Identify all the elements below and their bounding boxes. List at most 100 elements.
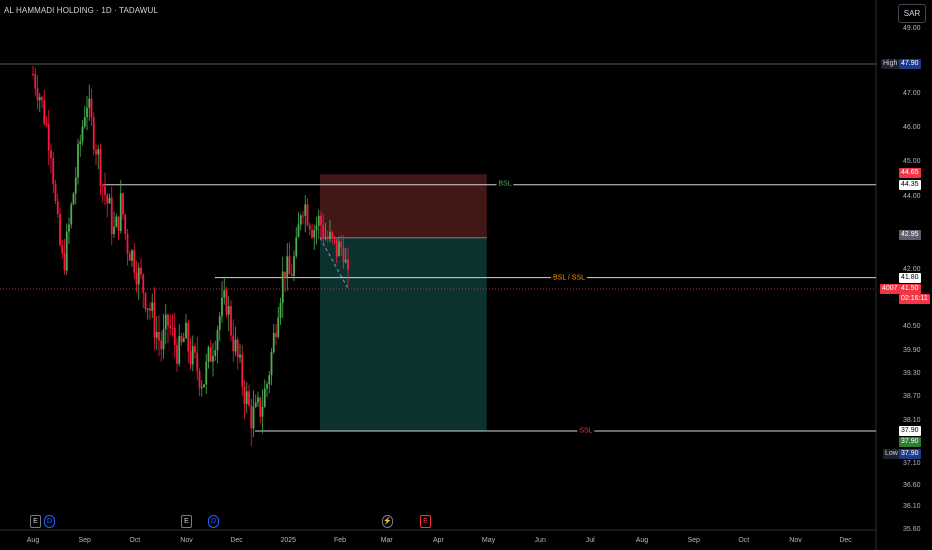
- time-tick: Jul: [585, 537, 595, 544]
- candle: [142, 274, 145, 294]
- candle: [189, 351, 192, 365]
- candle: [288, 256, 291, 275]
- candle: [218, 316, 221, 331]
- time-tick: May: [481, 537, 496, 544]
- candle: [191, 346, 194, 365]
- candle: [81, 126, 84, 142]
- candle: [333, 236, 336, 239]
- price-tick: 35.60: [903, 526, 921, 533]
- currency-selector[interactable]: SAR: [898, 4, 926, 23]
- high-value-tag: 47.90: [899, 59, 921, 69]
- candle: [110, 197, 113, 235]
- candle: [340, 241, 343, 248]
- candle: [261, 406, 264, 417]
- candle: [38, 97, 41, 101]
- candle: [61, 245, 64, 254]
- candle: [169, 325, 172, 328]
- candle: [160, 340, 163, 350]
- candle: [86, 107, 88, 118]
- candle: [153, 302, 156, 338]
- price-tick: 42.00: [903, 266, 921, 273]
- candle: [212, 356, 214, 362]
- candle: [99, 149, 102, 186]
- candle: [32, 74, 34, 75]
- entry-price-tag: 42.95: [899, 230, 921, 240]
- candle: [223, 290, 226, 298]
- earnings-marker[interactable]: E: [420, 515, 431, 528]
- candle: [277, 317, 280, 337]
- candle: [173, 327, 176, 345]
- candle: [263, 388, 266, 407]
- candle: [101, 185, 104, 187]
- candle: [205, 361, 208, 385]
- target-price-tag: 44.65: [899, 168, 921, 178]
- candle: [115, 216, 118, 227]
- candle: [135, 272, 138, 285]
- candle: [196, 352, 199, 371]
- candle: [259, 397, 262, 417]
- candle: [221, 297, 223, 317]
- candle: [149, 308, 151, 311]
- time-tick: Oct: [738, 537, 750, 544]
- candle: [257, 397, 259, 403]
- time-tick: Nov: [789, 537, 802, 544]
- candle: [122, 193, 124, 215]
- split-marker[interactable]: ⚡: [382, 515, 393, 528]
- time-tick: Sep: [687, 537, 700, 544]
- price-tick: 36.60: [903, 482, 921, 489]
- dividend-marker[interactable]: D: [208, 515, 219, 528]
- price-tick: 38.70: [903, 393, 921, 400]
- candle: [167, 314, 169, 326]
- candle: [117, 216, 120, 231]
- candle: [317, 215, 320, 226]
- stop-price-tag: 37.90: [899, 437, 921, 447]
- candle: [128, 253, 131, 261]
- candle: [245, 391, 248, 404]
- candle: [36, 88, 39, 101]
- candle: [324, 237, 327, 239]
- time-tick: 2025: [280, 537, 297, 544]
- countdown-tag: 02:16:11: [899, 294, 930, 304]
- candle: [234, 339, 237, 352]
- candle: [306, 204, 309, 226]
- candle: [272, 332, 275, 353]
- candle: [41, 97, 43, 101]
- low-label: Low: [883, 449, 900, 459]
- low-value-tag: 37.90: [899, 449, 921, 459]
- stop-zone: [319, 174, 487, 238]
- candle: [297, 224, 300, 238]
- candle: [250, 405, 253, 429]
- candle: [72, 193, 75, 205]
- candle: [54, 184, 57, 201]
- candle: [178, 335, 181, 364]
- candle: [279, 303, 282, 318]
- price-tick: 47.00: [903, 90, 921, 97]
- candle: [164, 314, 167, 330]
- earnings-marker[interactable]: E: [30, 515, 41, 528]
- candle: [97, 149, 100, 155]
- ssl-price-tag: 37.90: [899, 426, 921, 436]
- time-tick: Nov: [180, 537, 193, 544]
- candle: [43, 100, 46, 124]
- candle: [119, 193, 122, 231]
- dividend-marker[interactable]: D: [44, 515, 55, 528]
- candle: [281, 271, 284, 304]
- candle: [335, 238, 338, 257]
- candle: [70, 204, 73, 225]
- candle: [187, 322, 190, 352]
- candle: [304, 204, 307, 216]
- ssl-label: SSL: [577, 427, 595, 435]
- candle: [293, 256, 295, 276]
- candle: [266, 384, 268, 389]
- candle: [131, 250, 133, 261]
- chart-title: AL HAMMADI HOLDING · 1D · TADAWUL: [4, 6, 158, 15]
- candle: [203, 384, 205, 387]
- symbol-code-tag: 4007: [880, 284, 900, 294]
- candle: [308, 225, 311, 230]
- candle: [194, 346, 196, 353]
- candle: [146, 308, 149, 310]
- price-tick: 46.00: [903, 124, 921, 131]
- candle: [140, 267, 142, 275]
- earnings-marker[interactable]: E: [181, 515, 192, 528]
